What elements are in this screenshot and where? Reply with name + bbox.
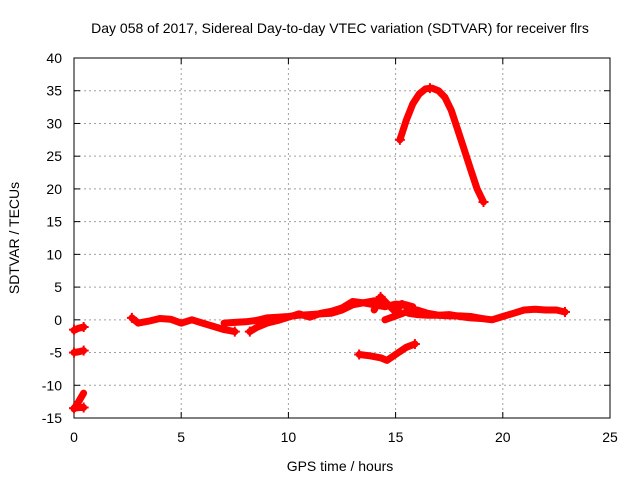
y-tick-label: 5 [54,279,62,295]
series-seg-h [370,293,412,316]
x-tick-label: 20 [495,429,511,445]
data-point-marker [394,134,405,145]
series-seg-l [396,84,487,206]
data-point-marker [409,339,420,350]
data-point-marker [126,312,137,323]
y-tick-label: 20 [46,181,62,197]
data-point-marker [424,83,435,94]
data-point-marker [354,349,365,360]
data-markers [69,83,570,414]
data-point-marker [78,322,89,333]
series-seg-j [405,309,485,322]
y-axis-label: SDTVAR / TECUs [6,182,22,294]
y-tick-label: 15 [46,214,62,230]
y-tick-label: 10 [46,246,62,262]
data-point-marker [69,403,79,414]
data-point-marker [229,326,240,337]
plot-frame [73,57,611,419]
y-tick-label: -5 [50,345,63,361]
series-seg-g [246,297,378,336]
x-tick-label: 0 [70,429,78,445]
data-point-marker [478,197,489,207]
data-point-marker [559,306,570,317]
grid [74,58,610,418]
y-tick-labels: -15 -10 -5 0 5 10 15 20 25 30 35 40 [42,50,62,426]
data-point-marker [244,326,255,337]
x-tick-label: 5 [177,429,185,445]
y-tick-label: 40 [46,50,62,66]
data-point-marker [69,324,79,335]
y-tick-label: 30 [46,115,62,131]
x-tick-label: 10 [281,429,297,445]
data-point-marker [78,345,89,356]
x-tick-label: 25 [602,429,618,445]
series-seg-e [128,314,239,336]
axis-ticks [73,57,611,419]
x-tick-labels: 0 5 10 15 20 25 [70,429,618,445]
data-point-marker [375,291,386,302]
chart-title: Day 058 of 2017, Sidereal Day-to-day VTE… [91,20,589,36]
y-tick-label: 0 [54,312,62,328]
data-point-marker [78,402,89,413]
series-seg-k [355,340,419,364]
x-axis-label: GPS time / hours [287,458,394,474]
x-tick-label: 15 [388,429,404,445]
y-tick-label: 35 [46,83,62,99]
y-tick-label: 25 [46,148,62,164]
y-tick-label: -15 [42,410,62,426]
y-tick-label: -10 [42,377,62,393]
data-point-marker [69,347,79,358]
